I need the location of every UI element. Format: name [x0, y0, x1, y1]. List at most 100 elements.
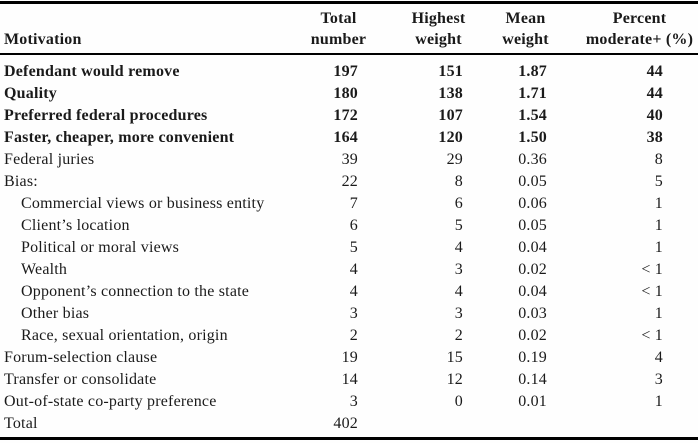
table-row: Race, sexual orientation, origin 2 2 0.0…: [0, 325, 698, 347]
motivation-cell: Political or moral views: [21, 239, 180, 256]
table-row: Forum-selection clause 19 15 0.19 4: [0, 347, 698, 369]
total-number-cell: 4: [349, 283, 358, 300]
column-header-highest-line1: Highest: [411, 10, 466, 27]
highest-weight-cell: 4: [454, 283, 463, 300]
percent-moderate-cell: < 1: [641, 261, 663, 278]
motivation-cell: Forum-selection clause: [4, 349, 158, 366]
column-header-motivation-label: Motivation: [4, 31, 82, 48]
table-row: Defendant would remove 197 151 1.87 44: [0, 54, 698, 83]
mean-weight-cell: 0.06: [518, 195, 547, 212]
column-header-mean-line2: weight: [502, 31, 549, 48]
total-number-cell: 22: [341, 173, 358, 190]
table-row: Total 402: [0, 413, 698, 437]
column-header-mean-weight: Mean weight: [480, 4, 565, 55]
mean-weight-cell: 0.04: [518, 239, 547, 256]
top-rule: [0, 1, 698, 4]
total-number-cell: 14: [341, 371, 358, 388]
percent-moderate-cell: 1: [654, 305, 663, 322]
total-number-cell: 39: [341, 151, 358, 168]
mean-weight-cell: 0.01: [518, 393, 547, 410]
highest-weight-cell: 107: [438, 107, 463, 124]
column-header-motivation: Motivation: [0, 4, 290, 55]
mean-weight-cell: 0.05: [518, 217, 547, 234]
highest-weight-cell: [375, 413, 480, 437]
table-row: Preferred federal procedures 172 107 1.5…: [0, 105, 698, 127]
bottom-rule: [0, 437, 698, 440]
total-number-cell: 180: [333, 85, 358, 102]
column-header-highest-weight: Highest weight: [375, 4, 480, 55]
motivation-table: Motivation Total number Highest weight M…: [0, 4, 698, 437]
motivation-cell: Defendant would remove: [4, 63, 180, 80]
total-number-cell: 5: [349, 239, 358, 256]
motivation-cell: Total: [4, 415, 38, 432]
motivation-cell: Race, sexual orientation, origin: [21, 327, 228, 344]
column-header-total-line2: number: [310, 31, 367, 48]
motivation-cell: Commercial views or business entity: [21, 195, 265, 212]
table-row: Out-of-state co-party preference 3 0 0.0…: [0, 391, 698, 413]
highest-weight-cell: 6: [454, 195, 463, 212]
total-number-cell: 19: [341, 349, 358, 366]
total-number-cell: 3: [349, 305, 358, 322]
motivation-cell: Client’s location: [21, 217, 130, 234]
table-row: Federal juries 39 29 0.36 8: [0, 149, 698, 171]
highest-weight-cell: 3: [454, 305, 463, 322]
mean-weight-cell: 0.04: [518, 283, 547, 300]
mean-weight-cell: 0.19: [518, 349, 547, 366]
mean-weight-cell: 0.02: [518, 261, 547, 278]
total-number-cell: 6: [349, 217, 358, 234]
percent-moderate-cell: < 1: [641, 327, 663, 344]
percent-moderate-cell: 5: [654, 173, 663, 190]
mean-weight-cell: 1.54: [518, 107, 547, 124]
column-header-mean-line1: Mean: [505, 10, 546, 27]
percent-moderate-cell: 38: [646, 129, 663, 146]
motivation-cell: Other bias: [21, 305, 90, 322]
column-header-total-line1: Total: [320, 10, 357, 27]
table-row: Client’s location 6 5 0.05 1: [0, 215, 698, 237]
mean-weight-cell: 1.87: [518, 63, 547, 80]
column-header-percent-line2: moderate+ (%): [585, 31, 694, 48]
mean-weight-cell: 0.02: [518, 327, 547, 344]
percent-moderate-cell: 1: [654, 217, 663, 234]
percent-moderate-cell: 44: [646, 85, 663, 102]
mean-weight-cell: 0.36: [518, 151, 547, 168]
highest-weight-cell: 5: [454, 217, 463, 234]
percent-moderate-cell: 3: [654, 371, 663, 388]
motivation-cell: Preferred federal procedures: [4, 107, 208, 124]
total-number-cell: 2: [349, 327, 358, 344]
highest-weight-cell: 151: [438, 63, 463, 80]
table-row: Opponent’s connection to the state 4 4 0…: [0, 281, 698, 303]
table-row: Transfer or consolidate 14 12 0.14 3: [0, 369, 698, 391]
total-number-cell: 7: [349, 195, 358, 212]
percent-moderate-cell: < 1: [641, 283, 663, 300]
highest-weight-cell: 8: [454, 173, 463, 190]
mean-weight-cell: [480, 413, 565, 437]
motivation-cell: Federal juries: [4, 151, 95, 168]
table-row: Commercial views or business entity 7 6 …: [0, 193, 698, 215]
motivation-cell: Transfer or consolidate: [4, 371, 157, 388]
highest-weight-cell: 12: [446, 371, 463, 388]
highest-weight-cell: 0: [454, 393, 463, 410]
percent-moderate-cell: 1: [654, 393, 663, 410]
highest-weight-cell: 4: [454, 239, 463, 256]
column-header-percent-moderate: Percent moderate+ (%): [565, 4, 698, 55]
total-number-cell: 402: [333, 415, 358, 432]
percent-moderate-cell: 44: [646, 63, 663, 80]
percent-moderate-cell: 4: [654, 349, 663, 366]
column-header-highest-line2: weight: [415, 31, 462, 48]
percent-moderate-cell: 1: [654, 195, 663, 212]
mean-weight-cell: 0.05: [518, 173, 547, 190]
motivation-cell: Out-of-state co-party preference: [4, 393, 217, 410]
header-row: Motivation Total number Highest weight M…: [0, 4, 698, 55]
mean-weight-cell: 1.50: [518, 129, 547, 146]
total-number-cell: 197: [333, 63, 358, 80]
motivation-cell: Wealth: [21, 261, 68, 278]
mean-weight-cell: 0.14: [518, 371, 547, 388]
total-number-cell: 3: [349, 393, 358, 410]
motivation-cell: Bias:: [4, 173, 38, 190]
motivation-cell: Quality: [4, 85, 57, 102]
percent-moderate-cell: [565, 413, 698, 437]
table-row: Faster, cheaper, more convenient 164 120…: [0, 127, 698, 149]
table-row: Political or moral views 5 4 0.04 1: [0, 237, 698, 259]
highest-weight-cell: 15: [446, 349, 463, 366]
table-row: Wealth 4 3 0.02 < 1: [0, 259, 698, 281]
